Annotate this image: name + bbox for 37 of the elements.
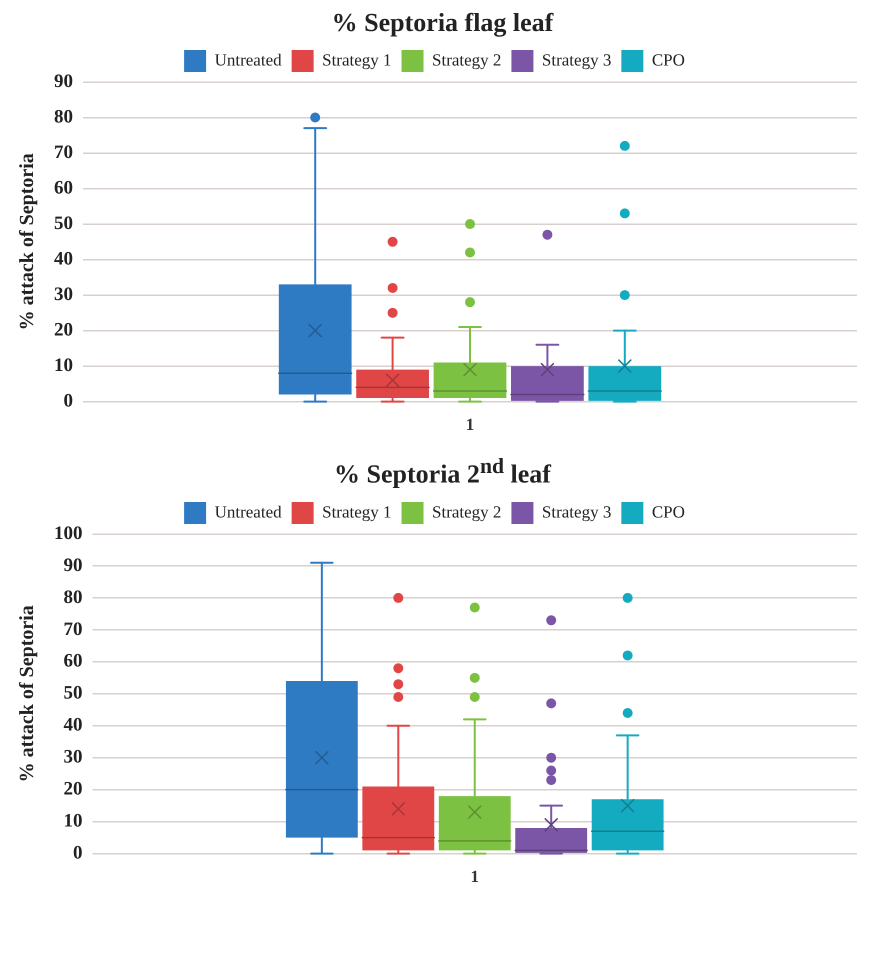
legend-label: Strategy 1 <box>322 502 392 522</box>
y-tick-label: 40 <box>64 714 82 736</box>
y-tick-label: 100 <box>54 522 82 544</box>
y-tick-label: 50 <box>64 682 82 704</box>
y-tick-label: 80 <box>64 586 82 608</box>
legend-label: Strategy 2 <box>432 502 502 522</box>
legend-label: CPO <box>652 502 685 522</box>
chart-title: % Septoria 2$^{nd}$ leaf <box>333 454 552 490</box>
legend-label: Untreated <box>214 502 282 522</box>
y-tick-label: 0 <box>64 390 73 412</box>
legend-label: CPO <box>652 50 685 70</box>
y-tick-label: 60 <box>54 177 73 198</box>
chart-title: % Septoria flag leaf <box>330 8 554 38</box>
y-tick-label: 30 <box>54 284 73 305</box>
y-tick-label: 70 <box>64 618 82 640</box>
y-tick-label: 70 <box>54 142 73 163</box>
y-axis-title: % attack of Septoria <box>16 153 38 330</box>
y-tick-label: 90 <box>54 70 73 92</box>
y-tick-label: 0 <box>73 842 82 864</box>
y-tick-label: 10 <box>64 810 82 832</box>
x-tick-label: 1 <box>466 415 474 434</box>
legend-label: Strategy 1 <box>322 50 392 70</box>
legend-label: Untreated <box>214 50 282 70</box>
y-tick-label: 60 <box>64 650 82 672</box>
y-tick-label: 40 <box>54 248 73 270</box>
y-tick-label: 10 <box>54 354 73 376</box>
legend-label: Strategy 2 <box>432 50 502 70</box>
legend-label: Strategy 3 <box>542 502 612 522</box>
y-axis-title: % attack of Septoria <box>16 604 38 782</box>
x-tick-label: 1 <box>470 866 479 886</box>
y-tick-label: 30 <box>64 746 82 768</box>
y-tick-label: 90 <box>64 554 82 576</box>
y-tick-label: 50 <box>54 212 73 234</box>
legend-label: Strategy 3 <box>542 50 612 70</box>
y-tick-label: 80 <box>54 106 73 128</box>
y-tick-label: 20 <box>54 319 73 340</box>
y-tick-label: 20 <box>64 778 82 800</box>
